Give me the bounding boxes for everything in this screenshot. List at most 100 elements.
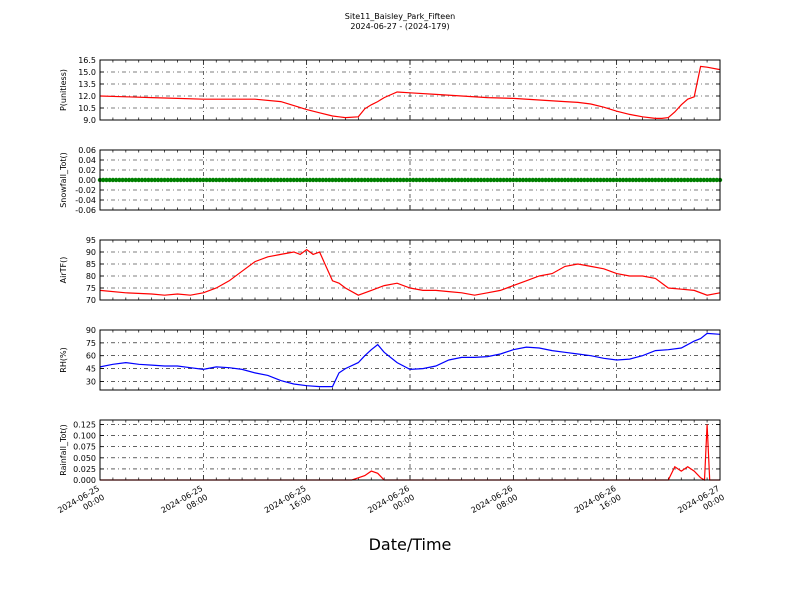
data-point [620, 177, 626, 183]
data-point [298, 177, 303, 183]
panel-2: -0.06-0.04-0.020.000.020.040.06 Snowfall_… [59, 146, 723, 215]
data-point [430, 177, 435, 183]
series-line [99, 65, 721, 119]
y-tick-label: 45 [86, 365, 96, 374]
y-tick-label: 75 [86, 339, 96, 348]
data-point [304, 177, 309, 183]
data-point [566, 177, 571, 183]
data-point [549, 177, 555, 183]
data-point [165, 177, 171, 183]
data-point [155, 177, 161, 183]
panel-1: 9.0 10.5 12.0 13.5 15.0 16.5 P(unitless) [59, 56, 721, 125]
x-tick-label: 2024-06-2700:00 [676, 484, 726, 524]
data-point [449, 177, 455, 183]
data-point [598, 177, 603, 183]
data-point [637, 177, 642, 183]
data-point [104, 177, 109, 183]
data-point [472, 177, 477, 183]
data-point [268, 177, 274, 183]
data-point [562, 177, 568, 183]
x-tick-label: 2024-06-2500:00 [56, 484, 106, 524]
data-point [501, 177, 506, 183]
data-point [217, 177, 222, 183]
data-point [543, 177, 548, 183]
data-point [688, 177, 694, 183]
data-point [417, 177, 422, 183]
data-point [459, 177, 464, 183]
chart-title: Site11_Baisley_Park_Fifteen [345, 12, 455, 21]
data-point [275, 177, 280, 183]
y-tick-label: 12.0 [78, 92, 96, 101]
axes-frame [99, 239, 721, 301]
data-point [662, 177, 668, 183]
data-point [611, 177, 616, 183]
data-point [333, 177, 338, 183]
x-tick-label: 2024-06-2616:00 [573, 484, 623, 524]
data-point [398, 177, 403, 183]
panel-3: 70 75 80 85 90 95 AirTF() [59, 236, 721, 305]
data-point [178, 177, 183, 183]
y-axis-label: Snowfall_Tot() [59, 152, 68, 208]
series-line [99, 332, 721, 388]
data-point [698, 177, 703, 183]
panel-4: 30 45 60 75 90 RH(%) [59, 326, 721, 391]
y-tick-label: 30 [86, 377, 96, 386]
data-point [653, 177, 658, 183]
data-point [369, 177, 374, 183]
data-point [230, 177, 235, 183]
data-point [656, 177, 661, 183]
data-point [440, 177, 445, 183]
data-point [708, 177, 713, 183]
data-point [575, 177, 581, 183]
y-tick-label: 0.06 [78, 146, 96, 155]
data-point [633, 177, 639, 183]
data-point [679, 177, 684, 183]
data-point [191, 177, 196, 183]
axes-frame [99, 329, 721, 391]
data-point [675, 177, 681, 183]
data-point [120, 177, 125, 183]
y-tick-label: 16.5 [78, 56, 96, 65]
data-point [427, 177, 432, 183]
data-point [294, 177, 300, 183]
data-point [453, 177, 458, 183]
data-point [239, 177, 245, 183]
data-point [711, 177, 716, 183]
data-point [649, 177, 655, 183]
data-point [485, 177, 490, 183]
data-point [630, 177, 636, 183]
data-point [578, 177, 584, 183]
data-point [530, 177, 535, 183]
x-tick-label: 2024-06-2508:00 [160, 484, 210, 524]
data-point [553, 177, 558, 183]
data-point [608, 177, 613, 183]
data-point [614, 177, 619, 183]
data-point [407, 177, 413, 183]
data-point [704, 177, 710, 183]
data-point [585, 177, 590, 183]
data-point [310, 177, 316, 183]
data-point [504, 177, 510, 183]
data-point [517, 177, 522, 183]
data-point [346, 177, 351, 183]
y-axis-label: AirTF() [59, 257, 68, 284]
data-point [188, 177, 193, 183]
y-tick-label: -0.02 [75, 186, 96, 195]
data-point [181, 177, 187, 183]
chart-subtitle: 2024-06-27 - (2024-179) [350, 22, 449, 31]
data-point [362, 177, 367, 183]
data-point [546, 177, 552, 183]
y-tick-label: 13.5 [78, 80, 96, 89]
data-point [159, 177, 164, 183]
data-point [524, 177, 529, 183]
data-point [259, 177, 264, 183]
data-point [456, 177, 461, 183]
data-point [385, 177, 390, 183]
data-point [588, 177, 594, 183]
data-point [478, 177, 484, 183]
data-point [327, 177, 332, 183]
y-tick-label: 10.5 [78, 104, 96, 113]
data-point [249, 177, 254, 183]
data-point [475, 177, 481, 183]
panel-5: 0.000 0.025 0.050 0.075 0.100 0.125 Rainfall_T… [59, 419, 721, 485]
